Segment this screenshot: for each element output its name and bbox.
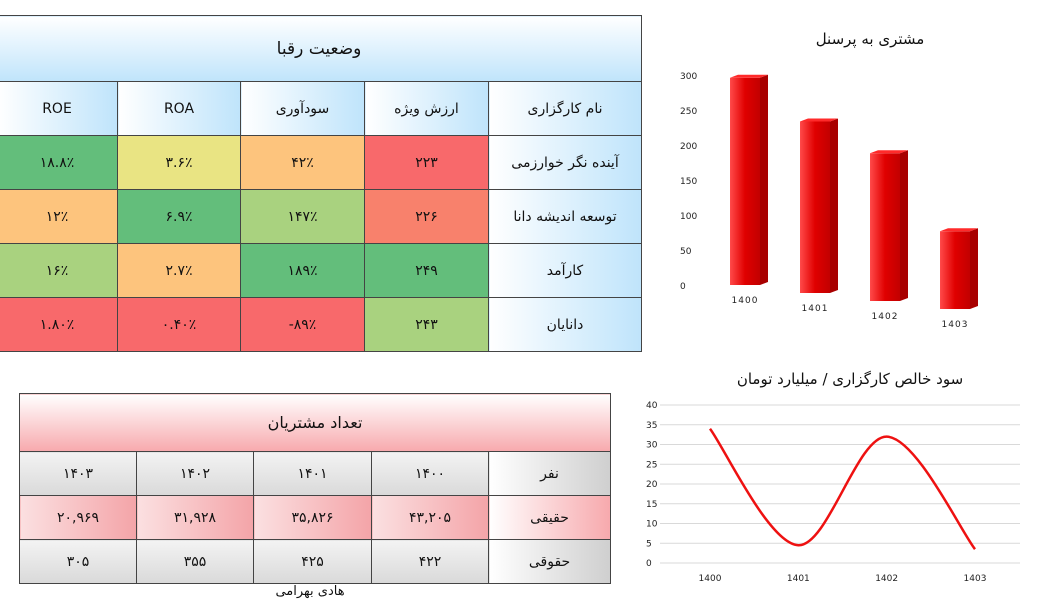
individual-cell: ۴۳,۲۰۵ bbox=[371, 495, 489, 540]
broker-name-cell: دانایان bbox=[487, 297, 643, 352]
series-line bbox=[709, 427, 976, 550]
individual-cell: ۳۵,۸۲۶ bbox=[253, 495, 372, 540]
table-row: ۱.۸۰٪ ۰.۴۰٪ -۸۹٪ ۲۴۳ دانایان bbox=[0, 297, 643, 352]
broker-name-cell: توسعه اندیشه دانا bbox=[487, 189, 643, 244]
x-tick-label: 1401 bbox=[802, 304, 829, 314]
equity-cell: ۲۲۳ bbox=[364, 135, 489, 190]
row-label: حقیقی bbox=[487, 495, 612, 540]
row-label: نفر bbox=[487, 451, 612, 496]
individual-cell: ۳۱,۹۲۸ bbox=[136, 495, 254, 540]
y-tick-label: 10 bbox=[646, 520, 658, 530]
x-tick-label: 1403 bbox=[964, 574, 987, 584]
author-caption: هادی بهرامی bbox=[275, 584, 345, 599]
year-cell: ۱۴۰۱ bbox=[253, 451, 372, 496]
individual-cell: ۲۰,۹۶۹ bbox=[19, 495, 137, 540]
bar bbox=[870, 153, 900, 301]
broker-name-cell: کارآمد bbox=[487, 243, 643, 298]
table-row: ۲۰,۹۶۹ ۳۱,۹۲۸ ۳۵,۸۲۶ ۴۳,۲۰۵ حقیقی bbox=[19, 495, 612, 540]
year-cell: ۱۴۰۳ bbox=[19, 451, 137, 496]
y-tick-label: 150 bbox=[680, 177, 697, 187]
bar bbox=[800, 121, 830, 293]
y-tick-label: 50 bbox=[680, 247, 692, 257]
y-tick-label: 300 bbox=[680, 72, 697, 82]
bar bbox=[940, 231, 970, 309]
roa-cell: ۶.۹٪ bbox=[117, 189, 241, 244]
x-tick-label: 1401 bbox=[787, 574, 810, 584]
y-tick-label: 30 bbox=[646, 441, 658, 451]
line-chart-title: سود خالص کارگزاری / میلیارد تومان bbox=[736, 370, 964, 388]
bar-side bbox=[900, 150, 908, 301]
y-tick-label: 0 bbox=[680, 282, 686, 292]
competitors-title: وضعیت رقبا bbox=[0, 15, 643, 82]
bar-top bbox=[870, 150, 908, 154]
x-tick-label: 1403 bbox=[942, 320, 969, 330]
y-tick-label: 35 bbox=[646, 421, 657, 431]
row-label: حقوقی bbox=[487, 539, 612, 584]
table-row: ۱۶٪ ۲.۷٪ ۱۸۹٪ ۲۴۹ کارآمد bbox=[0, 243, 643, 298]
bar-side bbox=[830, 118, 838, 293]
y-tick-label: 250 bbox=[680, 107, 697, 117]
y-tick-label: 20 bbox=[646, 480, 658, 490]
bar-top bbox=[800, 118, 838, 122]
header-roa: ROA bbox=[117, 81, 241, 136]
bar-top bbox=[730, 74, 768, 78]
equity-cell: ۲۴۹ bbox=[364, 243, 489, 298]
header-profitability: سودآوری bbox=[240, 81, 365, 136]
header-broker-name: نام کارگزاری bbox=[487, 81, 643, 136]
year-cell: ۱۴۰۰ bbox=[371, 451, 489, 496]
table-row: ۳۰۵ ۳۵۵ ۴۲۵ ۴۲۲ حقوقی bbox=[19, 539, 612, 584]
profitability-cell: ۱۴۷٪ bbox=[240, 189, 365, 244]
bar-side bbox=[760, 74, 768, 285]
bar-top bbox=[940, 228, 978, 232]
table-row: ۱۸.۸٪ ۳.۶٪ ۴۲٪ ۲۲۳ آینده نگر خوارزمی bbox=[0, 135, 643, 190]
y-tick-label: 5 bbox=[646, 539, 652, 549]
profitability-cell: ۱۸۹٪ bbox=[240, 243, 365, 298]
roe-cell: ۱۲٪ bbox=[0, 189, 118, 244]
roe-cell: ۱۸.۸٪ bbox=[0, 135, 118, 190]
profitability-cell: ۴۲٪ bbox=[240, 135, 365, 190]
x-tick-label: 1402 bbox=[875, 574, 898, 584]
legal-cell: ۳۰۵ bbox=[19, 539, 137, 584]
table-row: ۱۲٪ ۶.۹٪ ۱۴۷٪ ۲۲۶ توسعه اندیشه دانا bbox=[0, 189, 643, 244]
x-tick-label: 1402 bbox=[872, 312, 899, 322]
profitability-cell: -۸۹٪ bbox=[240, 297, 365, 352]
roa-cell: ۰.۴۰٪ bbox=[117, 297, 241, 352]
customers-title: تعداد مشتریان bbox=[18, 393, 612, 452]
y-tick-label: 100 bbox=[680, 212, 697, 222]
x-tick-label: 1400 bbox=[732, 296, 759, 306]
legal-cell: ۴۲۵ bbox=[253, 539, 372, 584]
customers-table: تعداد مشتریان ۱۴۰۳ ۱۴۰۲ ۱۴۰۱ ۱۴۰۰ نفر ۲۰… bbox=[18, 393, 612, 584]
x-tick-label: 1400 bbox=[699, 574, 722, 584]
bar bbox=[730, 77, 760, 285]
bar-chart: 0 50 100 150 200 250 300 1400 1401 1402 1403 bbox=[680, 72, 978, 330]
year-cell: ۱۴۰۲ bbox=[136, 451, 254, 496]
y-tick-label: 0 bbox=[646, 559, 652, 569]
roa-cell: ۲.۷٪ bbox=[117, 243, 241, 298]
broker-name-cell: آینده نگر خوارزمی bbox=[487, 135, 643, 190]
equity-cell: ۲۲۶ bbox=[364, 189, 489, 244]
line-chart: 0 5 10 15 20 25 30 35 40 1400 1401 1402 1403 bbox=[646, 401, 1020, 584]
roe-cell: ۱.۸۰٪ bbox=[0, 297, 118, 352]
header-equity: ارزش ویژه bbox=[364, 81, 489, 136]
legal-cell: ۳۵۵ bbox=[136, 539, 254, 584]
roa-cell: ۳.۶٪ bbox=[117, 135, 241, 190]
bar-side bbox=[970, 228, 978, 309]
y-tick-label: 25 bbox=[646, 460, 657, 470]
equity-cell: ۲۴۳ bbox=[364, 297, 489, 352]
competitors-table: وضعیت رقبا ROE ROA سودآوری ارزش ویژه نام… bbox=[0, 15, 643, 352]
table-row: ۱۴۰۳ ۱۴۰۲ ۱۴۰۱ ۱۴۰۰ نفر bbox=[19, 451, 612, 496]
header-roe: ROE bbox=[0, 81, 118, 136]
y-tick-label: 200 bbox=[680, 142, 697, 152]
y-tick-label: 15 bbox=[646, 500, 657, 510]
bar-chart-title: مشتری به پرسنل bbox=[815, 30, 925, 48]
legal-cell: ۴۲۲ bbox=[371, 539, 489, 584]
y-tick-label: 40 bbox=[646, 401, 658, 411]
roe-cell: ۱۶٪ bbox=[0, 243, 118, 298]
